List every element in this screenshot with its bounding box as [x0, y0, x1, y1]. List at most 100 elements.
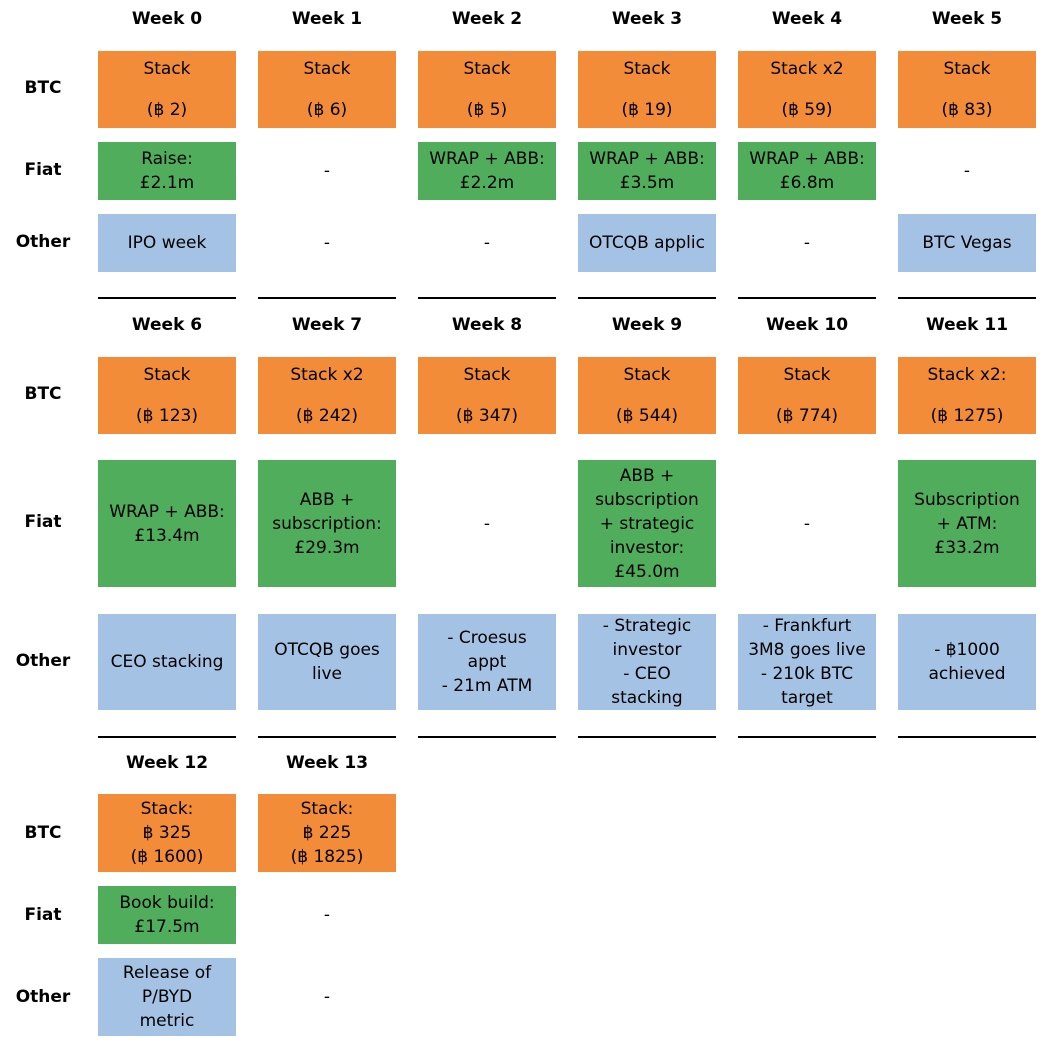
fiat-cell-text: £17.5m [134, 917, 200, 937]
other-cell-text: CEO stacking [110, 652, 224, 672]
btc-cell-text: (฿ 1275) [930, 406, 1004, 426]
section-divider [258, 297, 396, 299]
other-cell-text: - Croesus [447, 628, 527, 648]
fiat-cell: ABB + subscription + strategic investor: £45… [578, 460, 716, 587]
section-divider [898, 297, 1036, 299]
btc-cell: Stack (฿ 19) [578, 51, 716, 128]
week-label: Week 12 [125, 753, 209, 773]
fiat-cell-text: £2.1m [139, 173, 195, 193]
fiat-cell: - [738, 460, 876, 587]
other-cell-text: IPO week [127, 233, 207, 253]
btc-cell: Stack (฿ 2) [98, 51, 236, 128]
btc-cell-text: (฿ 59) [781, 100, 833, 120]
other-cell-text: live [312, 664, 342, 684]
btc-cell-text: Stack [623, 59, 671, 79]
other-cell: - ฿1000 achieved [898, 614, 1036, 710]
section-divider [578, 297, 716, 299]
btc-cell-text: (฿ 5) [466, 100, 508, 120]
other-cell-text: target [781, 688, 833, 708]
fiat-cell-text: WRAP + ABB: [749, 149, 865, 169]
fiat-cell-text: Subscription [914, 489, 1020, 510]
week-label: Week 0 [131, 9, 203, 29]
week-label: Week 9 [611, 315, 683, 335]
week-label: Week 5 [931, 9, 1003, 29]
other-cell-text: metric [139, 1011, 195, 1031]
btc-cell-text: Stack [783, 365, 831, 385]
other-cell-text: stacking [611, 688, 683, 708]
section-divider [738, 736, 876, 738]
fiat-cell-text: - [323, 161, 331, 181]
row-label-other: Other [15, 232, 71, 252]
row-label-fiat: Fiat [24, 512, 62, 532]
btc-cell: Stack (฿ 6) [258, 51, 396, 128]
section-divider [258, 736, 396, 738]
other-cell-text: - [483, 233, 491, 253]
other-cell-text: - 21m ATM [441, 676, 533, 696]
fiat-cell-text: investor: [609, 537, 685, 558]
section-divider [418, 736, 556, 738]
week-label: Week 11 [925, 315, 1009, 335]
other-cell: - [738, 214, 876, 272]
btc-cell-text: Stack [463, 59, 511, 79]
btc-cell-text: (฿ 19) [621, 100, 673, 120]
btc-cell: Stack x2 (฿ 242) [258, 357, 396, 434]
btc-cell-text: (฿ 774) [776, 406, 838, 426]
other-cell-text: achieved [928, 664, 1006, 684]
fiat-cell-text: £13.4m [134, 525, 200, 546]
fiat-cell: - [898, 142, 1036, 200]
other-cell-text: OTCQB goes [274, 640, 380, 660]
fiat-cell-text: WRAP + ABB: [109, 501, 225, 522]
btc-cell: Stack (฿ 347) [418, 357, 556, 434]
btc-cell-text: Stack: [140, 799, 194, 819]
btc-cell-text: Stack [943, 59, 991, 79]
other-cell-text: OTCQB applic [589, 233, 705, 253]
other-cell-text: investor [612, 640, 682, 660]
btc-cell-text: ฿ 225 [302, 823, 352, 843]
btc-cell-text: Stack [303, 59, 351, 79]
fiat-cell: - [258, 142, 396, 200]
other-cell-text: - Strategic [602, 616, 692, 636]
week-label: Week 10 [765, 315, 849, 335]
btc-cell-text: Stack x2: [927, 365, 1007, 385]
fiat-cell-text: - [963, 161, 971, 181]
fiat-cell-text: ABB + [299, 489, 355, 510]
fiat-cell: WRAP + ABB: £2.2m [418, 142, 556, 200]
btc-cell: Stack (฿ 5) [418, 51, 556, 128]
other-cell-text: - [803, 233, 811, 253]
btc-cell-text: Stack [463, 365, 511, 385]
other-cell-text: - [323, 987, 331, 1007]
other-cell: IPO week [98, 214, 236, 272]
week-label: Week 4 [771, 9, 843, 29]
fiat-cell-text: Book build: [119, 893, 215, 913]
other-cell-text: P/BYD [141, 987, 193, 1007]
week-label: Week 2 [451, 9, 523, 29]
fiat-cell-text: + strategic [599, 513, 695, 534]
row-label-fiat: Fiat [24, 905, 62, 925]
fiat-cell-text: £6.8m [779, 173, 835, 193]
btc-cell-text: Stack x2 [290, 365, 364, 385]
row-label-btc: BTC [24, 78, 62, 98]
other-cell-text: - CEO [623, 664, 671, 684]
fiat-cell: ABB + subscription: £29.3m [258, 460, 396, 587]
fiat-cell-text: WRAP + ABB: [589, 149, 705, 169]
fiat-cell: Book build: £17.5m [98, 886, 236, 944]
btc-cell-text: (฿ 2) [146, 100, 188, 120]
section-divider [578, 736, 716, 738]
other-cell: - Frankfurt 3M8 goes live - 210k BTC target [738, 614, 876, 710]
btc-cell-text: Stack [143, 365, 191, 385]
fiat-cell-text: - [323, 905, 331, 925]
other-cell: - [258, 958, 396, 1036]
other-cell: - Croesus appt - 21m ATM [418, 614, 556, 710]
btc-cell-text: Stack [623, 365, 671, 385]
fiat-cell-text: WRAP + ABB: [429, 149, 545, 169]
fiat-cell-text: ABB + [619, 465, 675, 486]
btc-cell: Stack: ฿ 325 (฿ 1600) [98, 794, 236, 872]
week-label: Week 13 [285, 753, 369, 773]
btc-cell-text: (฿ 123) [136, 406, 198, 426]
other-cell-text: Release of [122, 963, 212, 983]
other-cell-text: 3M8 goes live [748, 640, 866, 660]
row-label-other: Other [15, 651, 71, 671]
section-divider [98, 736, 236, 738]
other-cell-text: - 210k BTC [760, 664, 854, 684]
btc-cell: Stack (฿ 774) [738, 357, 876, 434]
